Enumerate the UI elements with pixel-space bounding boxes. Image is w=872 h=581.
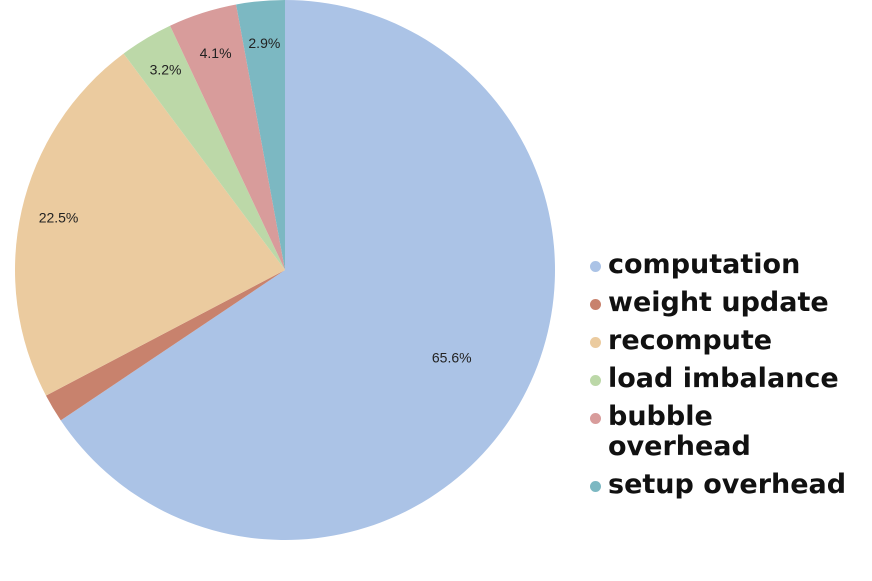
legend-marker (590, 481, 601, 492)
legend: computation weight update recompute load im… (590, 250, 865, 508)
legend-marker (590, 337, 601, 348)
legend-label: computation (608, 249, 801, 280)
slice-label-recompute: 22.5% (39, 209, 79, 225)
legend-item-bubble-overhead: bubble overhead (590, 402, 865, 462)
legend-label: weight update (608, 287, 829, 318)
legend-item-computation: computation (590, 250, 865, 280)
pie-slice-load-imbalance (123, 25, 286, 270)
pie-slice-weight-update (45, 270, 285, 421)
legend-marker (590, 413, 601, 424)
legend-label: load imbalance (608, 363, 839, 394)
slice-label-setup-overhead: 2.9% (248, 35, 280, 51)
slice-label-computation: 65.6% (432, 350, 472, 366)
legend-item-weight-update: weight update (590, 288, 865, 318)
pie-slices (14, 0, 556, 540)
legend-marker (590, 299, 601, 310)
legend-label: bubble overhead (608, 401, 751, 462)
pie-slice-computation (60, 0, 556, 540)
legend-label: recompute (608, 325, 773, 356)
pie-value-labels: 65.6% 22.5% 3.2% 4.1% 2.9% (39, 35, 472, 366)
slice-label-bubble-overhead: 4.1% (200, 45, 232, 61)
pie-slice-bubble-overhead (170, 4, 285, 271)
pie-slice-recompute (14, 53, 285, 396)
legend-item-setup-overhead: setup overhead (590, 470, 865, 500)
legend-item-recompute: recompute (590, 326, 865, 356)
legend-item-load-imbalance: load imbalance (590, 364, 865, 394)
pie-slice-setup-overhead (236, 0, 285, 270)
legend-marker (590, 375, 601, 386)
slice-label-load-imbalance: 3.2% (150, 62, 182, 78)
legend-marker (590, 261, 601, 272)
legend-label: setup overhead (608, 469, 847, 500)
